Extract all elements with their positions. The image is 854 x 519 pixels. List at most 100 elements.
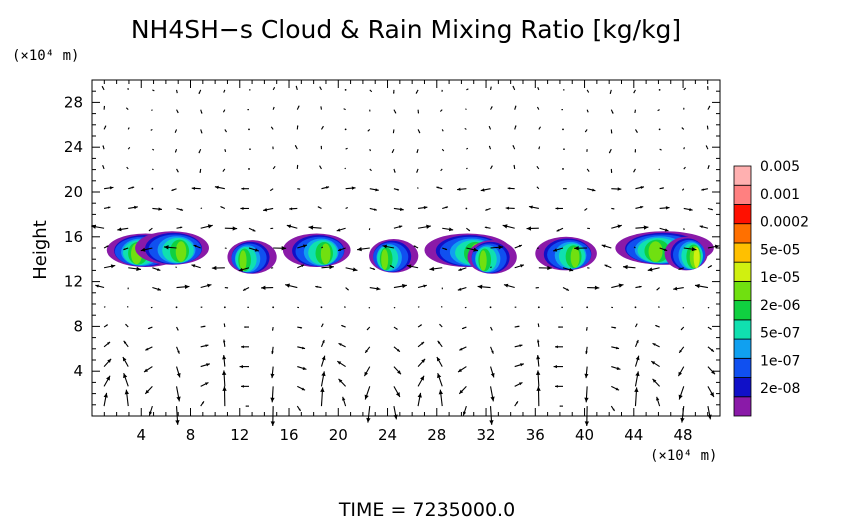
wind-arrow xyxy=(102,165,105,170)
wind-arrow xyxy=(341,324,346,328)
arrow-head xyxy=(609,151,611,154)
wind-arrow xyxy=(272,86,276,91)
arrow-head xyxy=(346,148,348,149)
wind-arrow xyxy=(315,285,322,289)
arrow-head xyxy=(556,229,560,232)
arrow-head xyxy=(177,170,179,173)
arrow-head xyxy=(633,91,635,94)
arrow-head xyxy=(614,326,617,329)
wind-arrow xyxy=(294,144,298,150)
arrow-head xyxy=(418,131,420,134)
wind-arrow xyxy=(344,167,347,170)
wind-arrow xyxy=(656,287,660,291)
x-tick-label: 48 xyxy=(674,426,693,444)
arrow-head xyxy=(587,111,589,113)
wind-arrow xyxy=(610,405,616,412)
arrow-head xyxy=(103,105,105,108)
arrow-head xyxy=(285,283,290,288)
wind-arrow xyxy=(490,86,492,90)
wind-arrow xyxy=(490,245,504,250)
arrow-head xyxy=(539,126,541,129)
wind-arrow xyxy=(176,326,179,331)
y-tick-label: 4 xyxy=(73,362,83,380)
wind-arrow xyxy=(652,378,661,387)
wind-arrow xyxy=(555,384,563,388)
arrow-head xyxy=(296,164,299,167)
arrow-head xyxy=(198,151,201,154)
wind-arrow xyxy=(248,168,250,170)
wind-arrow xyxy=(143,366,153,373)
arrow-head xyxy=(375,188,379,192)
wind-arrow xyxy=(366,406,371,423)
arrow-head xyxy=(203,325,206,328)
arrow-head xyxy=(429,266,435,272)
arrow-head xyxy=(416,91,418,94)
wind-arrow xyxy=(561,109,563,111)
arrow-head xyxy=(372,267,376,270)
wind-arrow xyxy=(537,323,540,328)
arrow-head xyxy=(322,126,324,128)
arrow-head xyxy=(126,167,128,169)
wind-arrow xyxy=(586,306,589,309)
wind-arrow xyxy=(241,187,249,191)
wind-arrow xyxy=(658,128,661,131)
wind-arrow xyxy=(441,129,444,132)
arrow-head xyxy=(272,146,274,148)
arrow-head xyxy=(535,287,537,289)
arrow-head xyxy=(515,401,518,404)
wind-arrow xyxy=(103,105,106,110)
arrow-head xyxy=(175,131,177,133)
arrow-head xyxy=(207,283,212,288)
wind-arrow xyxy=(289,207,298,211)
colorbar-swatch xyxy=(733,396,752,417)
wind-arrow xyxy=(535,286,539,289)
colorbar-swatch xyxy=(733,223,752,244)
wind-arrow xyxy=(417,284,427,289)
wind-arrow xyxy=(683,207,693,212)
wind-arrow xyxy=(650,360,660,368)
wind-arrow xyxy=(393,306,396,309)
wind-arrow xyxy=(513,164,516,170)
arrow-head xyxy=(240,206,244,210)
wind-arrow xyxy=(222,339,226,347)
wind-arrow xyxy=(489,406,494,425)
wind-arrow xyxy=(587,285,600,290)
wind-arrow xyxy=(680,406,685,423)
arrow-head xyxy=(714,244,720,249)
x-tick-label: 28 xyxy=(427,426,446,444)
wind-arrow xyxy=(635,205,644,210)
wind-arrow xyxy=(466,167,468,170)
arrow-head xyxy=(122,357,127,362)
wind-arrow xyxy=(417,358,426,367)
arrow-head xyxy=(223,91,225,93)
wind-arrow xyxy=(538,146,541,150)
wind-arrow xyxy=(338,342,346,348)
arrow-head xyxy=(610,131,613,134)
wind-arrow xyxy=(393,366,402,375)
y-tick-label: 12 xyxy=(64,273,83,291)
arrow-head xyxy=(634,387,639,393)
arrow-head xyxy=(321,323,324,326)
wind-arrow xyxy=(416,149,419,154)
wind-arrow xyxy=(152,168,154,171)
colorbar-label: 1e-05 xyxy=(760,270,800,286)
arrow-head xyxy=(127,288,129,290)
wind-arrow xyxy=(393,188,400,191)
arrow-head xyxy=(634,151,636,153)
wind-arrow xyxy=(295,85,298,91)
wind-arrow xyxy=(558,326,563,328)
wind-arrow xyxy=(369,207,378,211)
arrow-head xyxy=(635,323,638,326)
arrow-head xyxy=(462,411,467,416)
x-tick-label: 40 xyxy=(575,426,594,444)
wind-arrow xyxy=(140,247,153,252)
arrow-head xyxy=(498,245,504,250)
arrow-head xyxy=(684,88,686,90)
arrow-head xyxy=(286,224,292,229)
arrow-head xyxy=(535,370,541,376)
arrow-head xyxy=(107,358,112,363)
wind-arrow xyxy=(585,346,588,355)
arrow-head xyxy=(517,325,520,328)
wind-arrow xyxy=(683,147,685,150)
wind-arrow xyxy=(103,264,116,269)
